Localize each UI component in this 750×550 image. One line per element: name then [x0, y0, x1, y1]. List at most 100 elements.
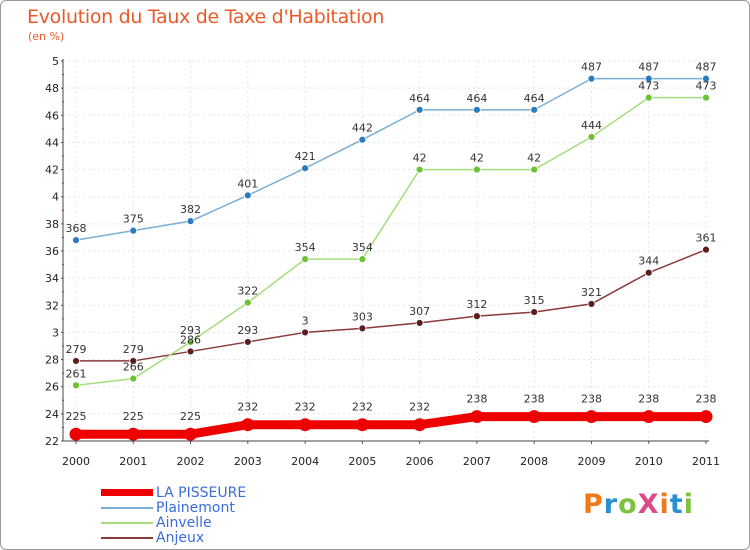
data-label-la-pisseure: 238 [581, 393, 602, 406]
data-point-ainvelle [301, 255, 309, 264]
data-point-plainemont [415, 105, 424, 114]
logo-letter: i [683, 489, 694, 520]
chart-subtitle: (en %) [28, 30, 65, 43]
chart-title: Evolution du Taux de Taxe d'Habitation [27, 6, 385, 28]
data-point-ainvelle [129, 374, 138, 383]
data-label-plainemont: 368 [66, 222, 87, 235]
data-label-anjeux: 315 [524, 294, 545, 307]
data-point-la-pisseure [184, 427, 198, 441]
data-label-plainemont: 464 [409, 92, 430, 105]
data-point-la-pisseure [241, 418, 255, 432]
data-label-plainemont: 401 [237, 177, 258, 190]
x-tick-label: 2006 [406, 455, 434, 468]
legend-label-anjeux: Anjeux [156, 530, 205, 546]
data-point-anjeux [129, 357, 138, 365]
data-point-plainemont [644, 74, 653, 83]
x-tick-label: 2000 [62, 455, 90, 468]
data-point-ainvelle [644, 93, 653, 102]
data-point-anjeux [358, 324, 367, 333]
chart-series-lines [71, 77, 711, 439]
x-tick-label: 2010 [635, 455, 663, 468]
data-label-anjeux: 286 [180, 333, 201, 346]
data-label-plainemont: 464 [466, 92, 487, 105]
data-label-anjeux: 312 [466, 298, 487, 311]
data-label-la-pisseure: 225 [180, 410, 201, 423]
data-label-anjeux: 303 [352, 310, 373, 323]
data-label-la-pisseure: 232 [237, 401, 258, 414]
series-line-plainemont [75, 77, 707, 241]
data-label-la-pisseure: 238 [638, 393, 659, 406]
y-tick-label: 24 [45, 408, 59, 421]
y-tick-label: 36 [45, 245, 59, 258]
data-point-plainemont [358, 135, 367, 144]
data-point-plainemont [186, 217, 195, 226]
data-label-ainvelle: 42 [527, 152, 541, 165]
x-tick-label: 2007 [463, 455, 491, 468]
x-tick-label: 2005 [348, 455, 376, 468]
legend-label-ainvelle: Ainvelle [156, 515, 212, 531]
data-point-anjeux [644, 268, 653, 277]
data-point-ainvelle [530, 165, 539, 174]
data-label-la-pisseure: 225 [66, 410, 87, 423]
y-tick-label: 42 [45, 164, 59, 177]
data-label-plainemont: 382 [180, 203, 201, 216]
data-point-plainemont [72, 236, 80, 245]
y-tick-label: 28 [45, 354, 59, 367]
data-label-la-pisseure: 225 [123, 410, 144, 423]
data-point-plainemont [587, 74, 596, 83]
y-tick-label: 26 [45, 381, 59, 394]
data-point-ainvelle [72, 381, 80, 390]
data-label-anjeux: 279 [123, 343, 144, 356]
y-tick-label: 46 [45, 109, 59, 122]
data-label-la-pisseure: 238 [696, 393, 717, 406]
data-point-anjeux [702, 245, 710, 254]
y-tick-label: 44 [45, 136, 59, 149]
data-label-ainvelle: 354 [352, 241, 373, 254]
data-label-la-pisseure: 238 [524, 393, 545, 406]
data-label-plainemont: 375 [123, 213, 144, 226]
data-label-plainemont: 487 [638, 61, 659, 74]
data-point-anjeux [473, 312, 481, 321]
y-tick-label: 34 [45, 272, 59, 285]
data-label-ainvelle: 42 [413, 152, 427, 165]
data-point-la-pisseure [699, 410, 713, 424]
legend-swatch-la-pisseure [101, 489, 153, 496]
data-label-anjeux: 344 [638, 255, 659, 268]
data-point-anjeux [587, 300, 596, 308]
y-tick-label: 32 [45, 299, 59, 312]
series-line-la-pisseure [71, 412, 711, 439]
data-point-la-pisseure [642, 410, 656, 424]
series-line-anjeux [75, 248, 707, 362]
x-tick-label: 2009 [577, 455, 605, 468]
series-line-ainvelle [75, 96, 707, 387]
data-label-plainemont: 487 [696, 61, 717, 74]
x-tick-label: 2011 [692, 455, 720, 468]
data-label-ainvelle: 42 [470, 152, 484, 165]
data-point-la-pisseure [413, 418, 427, 432]
logo-letter: P [583, 489, 604, 520]
logo-letter: o [618, 489, 638, 520]
data-point-anjeux [415, 319, 424, 327]
logo-letter: i [659, 489, 670, 520]
data-point-la-pisseure [527, 410, 541, 424]
data-label-anjeux: 293 [237, 324, 258, 337]
legend-label-la-pisseure: LA PISSEURE [156, 485, 247, 501]
data-point-la-pisseure [126, 427, 140, 441]
y-tick-label: 48 [45, 82, 59, 95]
data-label-la-pisseure: 238 [466, 393, 487, 406]
data-point-plainemont [243, 191, 252, 200]
data-label-plainemont: 421 [295, 150, 316, 163]
data-label-ainvelle: 261 [66, 367, 87, 380]
x-tick-label: 2002 [177, 455, 205, 468]
data-label-anjeux: 361 [696, 232, 717, 245]
data-point-plainemont [530, 105, 539, 114]
data-point-plainemont [301, 164, 309, 173]
data-point-plainemont [129, 226, 138, 235]
data-point-la-pisseure [298, 418, 312, 432]
data-point-anjeux [243, 338, 252, 346]
data-label-ainvelle: 473 [696, 80, 717, 93]
